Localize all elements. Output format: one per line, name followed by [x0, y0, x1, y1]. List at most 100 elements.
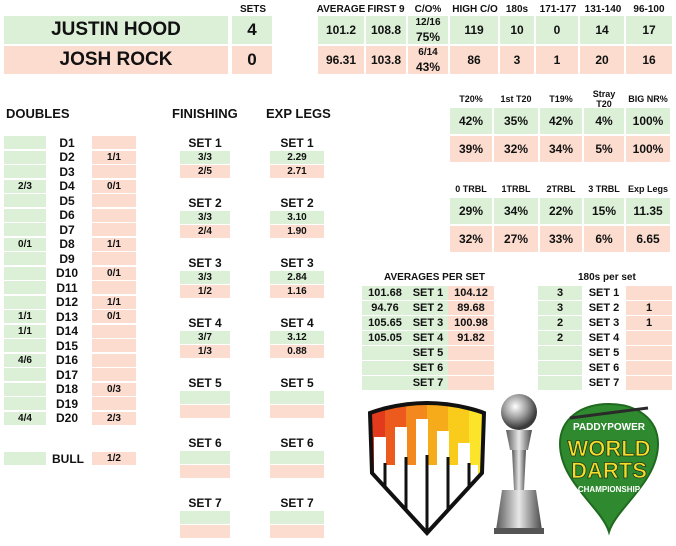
finishing-p2-cell — [180, 465, 230, 478]
finishing-set-label: SET 6 — [188, 436, 222, 450]
double-p2-cell: 2/3 — [92, 411, 136, 425]
double-label: D2 — [59, 150, 75, 164]
avg-set-label: SET 4 — [408, 331, 448, 345]
finishing-p1-cell — [180, 391, 230, 404]
exp-legs-set-label: SET 7 — [280, 496, 314, 510]
double-p1-cell — [4, 368, 46, 381]
double-label: D9 — [59, 251, 75, 266]
double-p1-cell — [4, 281, 46, 294]
s180-p1-cell — [538, 346, 582, 360]
avg-set-label: SET 7 — [408, 376, 448, 390]
double-label: D18 — [55, 382, 78, 396]
double-label: D20 — [55, 411, 78, 425]
player1-96-100: 17 — [626, 16, 672, 44]
treble-col-header: 1TRBL — [501, 184, 531, 194]
col-first9: FIRST 9 — [367, 3, 405, 15]
col-average: AVERAGE — [316, 3, 366, 15]
double-label: D4 — [59, 179, 75, 193]
s180-set-label: SET 3 — [588, 317, 620, 329]
segment-p1-cell: 4% — [584, 108, 624, 134]
s180-p2-cell — [626, 346, 672, 360]
avg-p2-cell: 89.68 — [448, 301, 494, 315]
player2-180s: 3 — [500, 46, 534, 74]
world-darts-championship-logo: PADDYPOWER WORLD DARTS CHAMPIONSHIP — [558, 402, 660, 536]
finishing-p1-cell: 3/3 — [180, 151, 230, 164]
finishing-set-label: SET 3 — [188, 256, 222, 270]
double-p1-cell: 2/3 — [4, 179, 46, 193]
exp-legs-p1-cell: 2.84 — [270, 271, 324, 284]
double-p1-cell — [4, 295, 46, 309]
double-label: D14 — [55, 324, 78, 338]
player1-131-140: 14 — [580, 16, 624, 44]
double-p2-cell — [92, 223, 136, 236]
double-label: D8 — [59, 237, 75, 251]
segment-p1-cell: 42% — [540, 108, 582, 134]
finishing-set-label: SET 5 — [188, 376, 222, 390]
exp-legs-set-label: SET 2 — [280, 196, 314, 210]
double-p1-cell — [4, 136, 46, 149]
exp-legs-p2-cell: 1.90 — [270, 225, 324, 238]
s180-p1-cell — [538, 361, 582, 375]
double-label: D16 — [55, 353, 78, 367]
double-p2-cell — [92, 353, 136, 367]
treble-col-header: 0 TRBL — [455, 184, 487, 194]
treble-p1-cell: 34% — [494, 198, 538, 224]
double-p2-cell — [92, 397, 136, 410]
s180-p2-cell: 1 — [626, 301, 672, 315]
col-180s: 180s — [505, 3, 529, 15]
exp-legs-p1-cell: 3.12 — [270, 331, 324, 344]
col-131-140: 131-140 — [584, 3, 622, 15]
double-p2-cell: 0/1 — [92, 179, 136, 193]
treble-p2-cell: 32% — [450, 226, 492, 252]
treble-p1-cell: 11.35 — [626, 198, 670, 224]
treble-p1-cell: 15% — [584, 198, 624, 224]
avg-p2-cell: 104.12 — [448, 286, 494, 300]
double-p1-cell: 4/4 — [4, 411, 46, 425]
exp-legs-p2-cell — [270, 465, 324, 478]
avg-p1-cell: 94.76 — [362, 301, 408, 315]
player1-high-checkout: 119 — [450, 16, 498, 44]
double-label: D1 — [59, 135, 75, 150]
treble-col-header: 2TRBL — [546, 184, 576, 194]
double-p1-cell — [4, 194, 46, 207]
finishing-p2-cell: 1/3 — [180, 345, 230, 358]
treble-p2-cell: 27% — [494, 226, 538, 252]
avg-p1-cell: 101.68 — [362, 286, 408, 300]
avg-set-label: SET 6 — [408, 361, 448, 375]
double-p2-cell — [92, 136, 136, 149]
double-p2-cell — [92, 208, 136, 222]
averages-per-set-title: AVERAGES PER SET — [384, 272, 485, 283]
finishing-set-label: SET 7 — [188, 496, 222, 510]
exp-legs-p2-cell: 1.16 — [270, 285, 324, 298]
exp-legs-p2-cell — [270, 405, 324, 418]
col-checkout-pct: C/O% — [414, 3, 442, 15]
player1-checkout: 12/16 75% — [408, 16, 448, 44]
s180-p1-cell: 2 — [538, 331, 582, 345]
finishing-title: FINISHING — [172, 106, 238, 121]
s180-p1-cell: 3 — [538, 286, 582, 300]
bull-label: BULL — [52, 451, 84, 466]
exp-legs-p1-cell: 3.10 — [270, 211, 324, 224]
player1-checkout-percent: 75% — [415, 29, 441, 44]
player1-171-177: 0 — [536, 16, 578, 44]
double-p2-cell — [92, 165, 136, 178]
double-p1-cell — [4, 382, 46, 396]
avg-set-label: SET 5 — [408, 346, 448, 360]
double-label: D12 — [55, 295, 78, 309]
s180-set-label: SET 4 — [588, 332, 620, 344]
avg-set-label: SET 3 — [408, 316, 448, 330]
double-p1-cell — [4, 266, 46, 280]
double-p1-cell — [4, 208, 46, 222]
s180-p2-cell — [626, 331, 672, 345]
s180-set-label: SET 1 — [588, 287, 620, 299]
double-p1-cell — [4, 339, 46, 352]
double-p1-cell: 1/1 — [4, 310, 46, 323]
avg-p1-cell: 105.05 — [362, 331, 408, 345]
exp-legs-p2-cell — [270, 525, 324, 538]
s180-set-label: SET 6 — [588, 362, 620, 374]
player1-checkout-fraction: 12/16 — [415, 17, 441, 28]
double-p2-cell: 0/3 — [92, 382, 136, 396]
player2-96-100: 16 — [626, 46, 672, 74]
double-label: D15 — [55, 338, 78, 353]
exp-legs-p1-cell — [270, 451, 324, 464]
